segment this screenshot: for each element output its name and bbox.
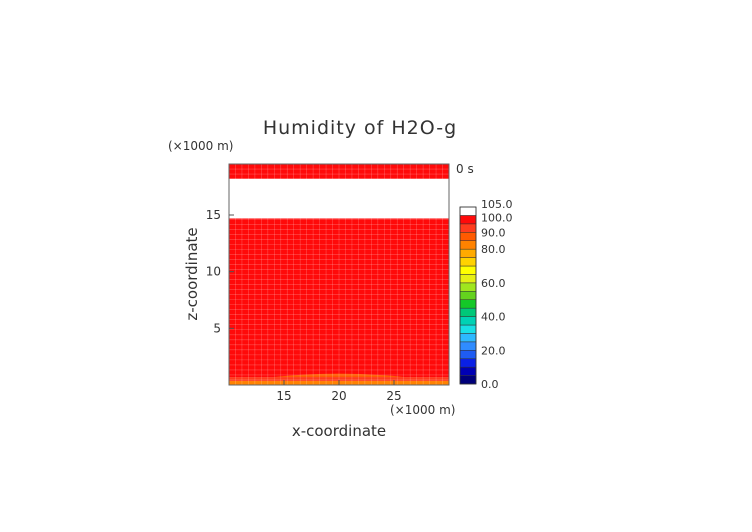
colorbar-band bbox=[459, 223, 477, 233]
plot-grid bbox=[229, 164, 449, 385]
x-axis-label: x-coordinate bbox=[292, 422, 386, 440]
colorbar-label: 90.0 bbox=[481, 226, 506, 239]
colorbar-label: 100.0 bbox=[481, 211, 513, 224]
colorbar-band bbox=[459, 232, 477, 241]
x-tick-label: 15 bbox=[276, 389, 291, 403]
z-unit-label: (×1000 m) bbox=[168, 139, 233, 153]
colorbar-label: 20.0 bbox=[481, 344, 506, 357]
colorbar-band bbox=[459, 248, 477, 258]
z-axis-ticks: 5 10 15 bbox=[206, 208, 234, 335]
colorbar-band bbox=[459, 341, 477, 351]
x-tick-label: 20 bbox=[331, 389, 346, 403]
x-unit-label: (×1000 m) bbox=[390, 403, 455, 417]
colorbar-band bbox=[459, 206, 477, 216]
chart-title: Humidity of H2O-g bbox=[263, 117, 457, 139]
humidity-field bbox=[229, 164, 449, 385]
colorbar-band bbox=[459, 375, 477, 385]
z-tick-label: 15 bbox=[206, 208, 221, 222]
colorbar-band bbox=[459, 257, 477, 267]
colorbar-band bbox=[459, 215, 477, 225]
colorbar-band bbox=[459, 282, 477, 292]
colorbar-band bbox=[459, 240, 477, 250]
colorbar-band bbox=[459, 265, 477, 275]
time-label: 0 s bbox=[456, 162, 474, 176]
colorbar-label: 40.0 bbox=[481, 311, 506, 324]
colorbar-band bbox=[459, 316, 477, 326]
colorbar-label: 80.0 bbox=[481, 243, 506, 256]
colorbar-band bbox=[459, 307, 477, 317]
z-tick-label: 5 bbox=[213, 321, 221, 335]
colorbar-band bbox=[459, 291, 477, 300]
colorbar-band bbox=[459, 324, 477, 334]
colorbar-band bbox=[459, 350, 477, 359]
colorbar-label: 0.0 bbox=[481, 378, 499, 391]
field-layer-3 bbox=[229, 178, 449, 219]
colorbar-band bbox=[459, 333, 477, 343]
x-axis-ticks: 15 20 25 bbox=[276, 380, 402, 403]
field-layer-1 bbox=[229, 377, 449, 382]
y-axis-label: z-coordinate bbox=[183, 227, 201, 320]
colorbar-label: 60.0 bbox=[481, 277, 506, 290]
colorbar-band bbox=[459, 274, 477, 284]
x-tick-label: 25 bbox=[386, 389, 401, 403]
field-layer-2 bbox=[229, 218, 449, 378]
field-surface-bump bbox=[273, 373, 405, 378]
field-layer-4 bbox=[229, 164, 449, 179]
z-tick-label: 10 bbox=[206, 265, 221, 279]
colorbar-frame bbox=[459, 206, 477, 385]
colorbar-band bbox=[459, 366, 477, 376]
colorbar-band bbox=[459, 299, 477, 309]
colorbar-label: 105.0 bbox=[481, 198, 513, 211]
colorbar-band bbox=[459, 358, 477, 368]
